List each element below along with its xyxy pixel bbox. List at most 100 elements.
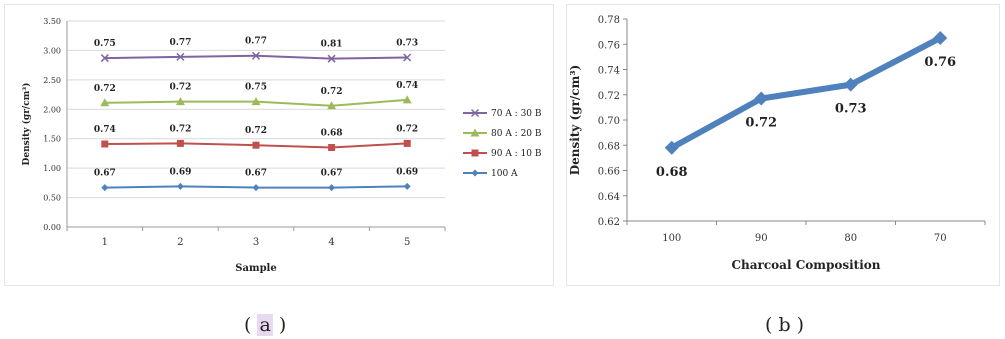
- series-2: 0.74 0.72 0.72 0.68 0.72: [94, 124, 418, 152]
- data-label: 0.81: [321, 40, 343, 50]
- chart-a-panel: 0.00 0.50 1.00 1.50 2.00 2.50 3.00 3.50 1 2 3 4 5 Sam…: [4, 4, 554, 286]
- data-point: [403, 182, 411, 190]
- x-tick-label: 5: [404, 237, 410, 248]
- data-point: [100, 98, 110, 107]
- series-3: 0.67 0.69 0.67 0.67 0.69: [94, 167, 418, 192]
- legend-swatch-marker: [471, 149, 479, 157]
- data-point: [101, 184, 109, 192]
- x-tick-label: 1: [102, 237, 108, 248]
- data-point: [754, 91, 769, 106]
- x-tick-label: 70: [934, 233, 947, 244]
- y-tick-label: 1.50: [43, 135, 61, 144]
- data-label: 0.75: [245, 83, 267, 93]
- y-tick-label: 0.68: [598, 141, 620, 152]
- y-axis-title: Density (gr/cm³): [568, 65, 582, 175]
- y-tick-label: 0.64: [598, 192, 620, 203]
- data-label: 0.69: [169, 167, 191, 177]
- data-point: [176, 52, 185, 61]
- data-point: [402, 95, 412, 104]
- y-tick-label: 0.50: [43, 194, 61, 203]
- data-label: 0.72: [745, 116, 777, 131]
- data-label: 0.74: [396, 81, 418, 91]
- caption-b: ( b ): [765, 314, 805, 336]
- x-tick-label: 4: [328, 237, 334, 248]
- legend: 70 A : 30 B 80 A : 20 B 90 A : 10 B 100 A: [463, 108, 542, 179]
- data-point-stroke-2: [100, 54, 109, 63]
- data-point: [251, 97, 261, 106]
- legend-entry: 90 A : 10 B: [491, 149, 542, 159]
- data-label: 0.72: [321, 87, 343, 97]
- legend-entry: 70 A : 30 B: [491, 109, 542, 119]
- data-point: [843, 77, 858, 92]
- data-point-stroke-2: [327, 54, 336, 63]
- y-tick-label: 0.00: [43, 223, 61, 232]
- legend-swatch-marker-stroke-2: [470, 108, 480, 118]
- data-point: [251, 51, 261, 60]
- data-label: 0.67: [245, 169, 267, 179]
- data-point: [403, 53, 412, 62]
- data-label: 0.72: [245, 126, 267, 136]
- series-line: [670, 35, 942, 151]
- data-label: 0.68: [656, 165, 688, 180]
- data-label: 0.76: [924, 55, 956, 70]
- series-0: 0.75 0.77 0.77 0.81 0.73: [94, 37, 418, 63]
- y-tick-label: 0.70: [598, 116, 620, 127]
- data-point-stroke-2: [251, 51, 261, 60]
- data-point: [252, 184, 260, 192]
- data-label: 0.68: [321, 129, 343, 139]
- y-tick-label: 2.50: [43, 76, 61, 85]
- data-point-stroke-2: [403, 53, 412, 62]
- x-tick-label: 100: [662, 233, 681, 244]
- y-tick-label: 0.72: [598, 91, 620, 102]
- y-tick-label: 0.76: [598, 40, 620, 51]
- data-label: 0.72: [94, 84, 116, 94]
- legend-swatch-marker: [470, 108, 480, 118]
- legend-entry: 100 A: [491, 169, 518, 179]
- data-point: [252, 141, 260, 149]
- data-label: 0.77: [169, 38, 191, 48]
- x-tick-label: 3: [253, 237, 259, 248]
- series-1: 0.72 0.72 0.75 0.72 0.74: [94, 81, 418, 110]
- caption-a: ( a ): [244, 314, 287, 336]
- data-label: 0.67: [321, 169, 343, 179]
- data-point: [101, 140, 109, 148]
- y-tick-label: 2.00: [43, 105, 61, 114]
- data-label: 0.72: [169, 124, 191, 134]
- y-tick-label: 0.66: [598, 167, 620, 178]
- data-point: [176, 139, 184, 147]
- data-label: 0.73: [396, 38, 418, 48]
- data-label: 0.73: [835, 102, 867, 117]
- data-point: [664, 140, 679, 155]
- x-axis-title: Charcoal Composition: [732, 258, 881, 272]
- legend-swatch-marker: [470, 128, 480, 137]
- y-tick-label: 0.78: [598, 15, 620, 26]
- data-point: [933, 30, 948, 45]
- data-point: [328, 144, 336, 152]
- data-label: 0.69: [396, 167, 418, 177]
- chart-b: 0.62 0.64 0.66 0.68 0.70 0.72 0.74 0.76 0.78 100 9…: [568, 15, 986, 272]
- data-point: [176, 182, 184, 190]
- chart-a: 0.00 0.50 1.00 1.50 2.00 2.50 3.00 3.50 1 2 3 4 5 Sam…: [21, 17, 542, 274]
- data-point: [327, 54, 336, 63]
- series-0: 0.68 0.72 0.73 0.76: [656, 30, 956, 180]
- chart-b-panel: 0.62 0.64 0.66 0.68 0.70 0.72 0.74 0.76 0.78 100 9…: [566, 4, 1000, 286]
- data-label: 0.72: [169, 83, 191, 93]
- data-point-stroke-2: [176, 52, 185, 61]
- x-tick-label: 90: [755, 233, 768, 244]
- legend-swatch-marker: [471, 169, 479, 177]
- x-tick-label: 2: [177, 237, 183, 248]
- y-tick-label: 3.50: [43, 17, 61, 26]
- y-tick-label: 0.74: [598, 66, 620, 77]
- data-label: 0.67: [94, 169, 116, 179]
- data-point: [327, 101, 337, 110]
- data-point: [403, 139, 411, 147]
- y-tick-label: 0.62: [598, 217, 620, 228]
- data-label: 0.77: [245, 37, 267, 47]
- data-point: [175, 97, 185, 106]
- y-tick-label: 1.00: [43, 164, 61, 173]
- data-label: 0.72: [396, 124, 418, 134]
- y-tick-label: 3.00: [43, 46, 61, 55]
- data-point: [100, 54, 109, 63]
- data-label: 0.75: [94, 39, 116, 49]
- x-tick-label: 80: [844, 233, 857, 244]
